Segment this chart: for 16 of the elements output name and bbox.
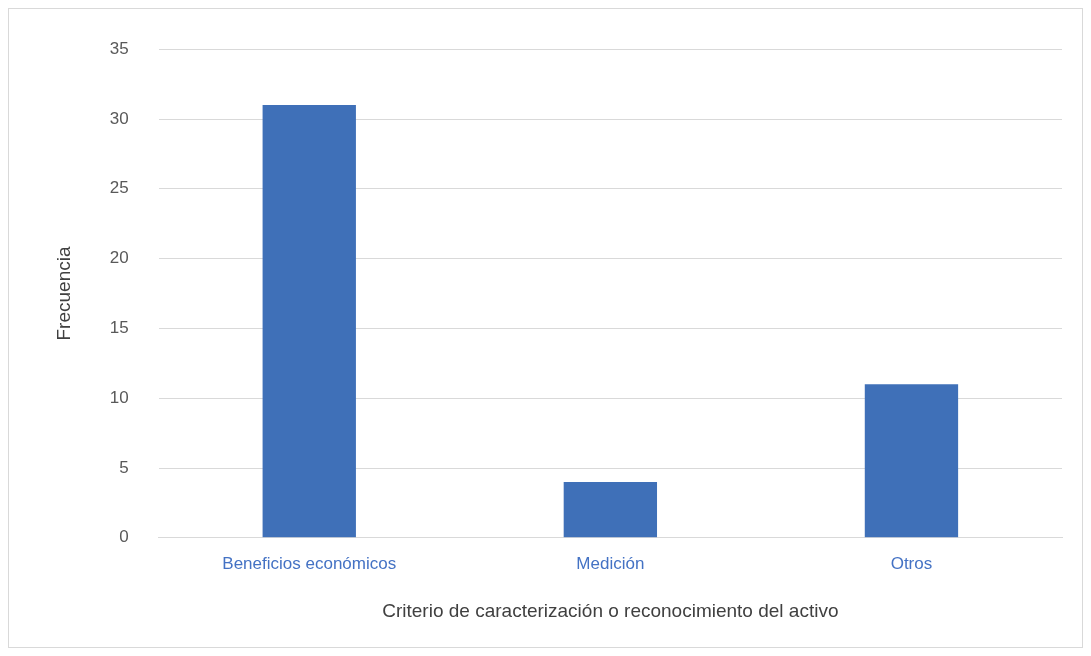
y-tick-label: 10	[109, 387, 129, 407]
y-tick-label: 30	[109, 108, 129, 128]
x-axis-title: Criterio de caracterización o reconocimiento del activo	[382, 599, 839, 621]
y-tick-label: 25	[109, 178, 129, 198]
y-tick-label: 35	[109, 38, 129, 58]
y-tick-label: 20	[109, 248, 129, 268]
bar	[864, 384, 959, 538]
x-tick-label: Medición	[576, 553, 645, 573]
x-tick-label: Beneficios económicos	[222, 553, 397, 573]
y-tick-label: 15	[109, 318, 129, 338]
y-tick-label: 5	[119, 457, 129, 477]
bar	[262, 105, 356, 538]
y-axis-title: Frecuencia	[52, 246, 74, 341]
bar	[563, 481, 658, 538]
x-tick-label: Otros	[890, 553, 933, 573]
y-tick-label: 0	[119, 527, 129, 547]
